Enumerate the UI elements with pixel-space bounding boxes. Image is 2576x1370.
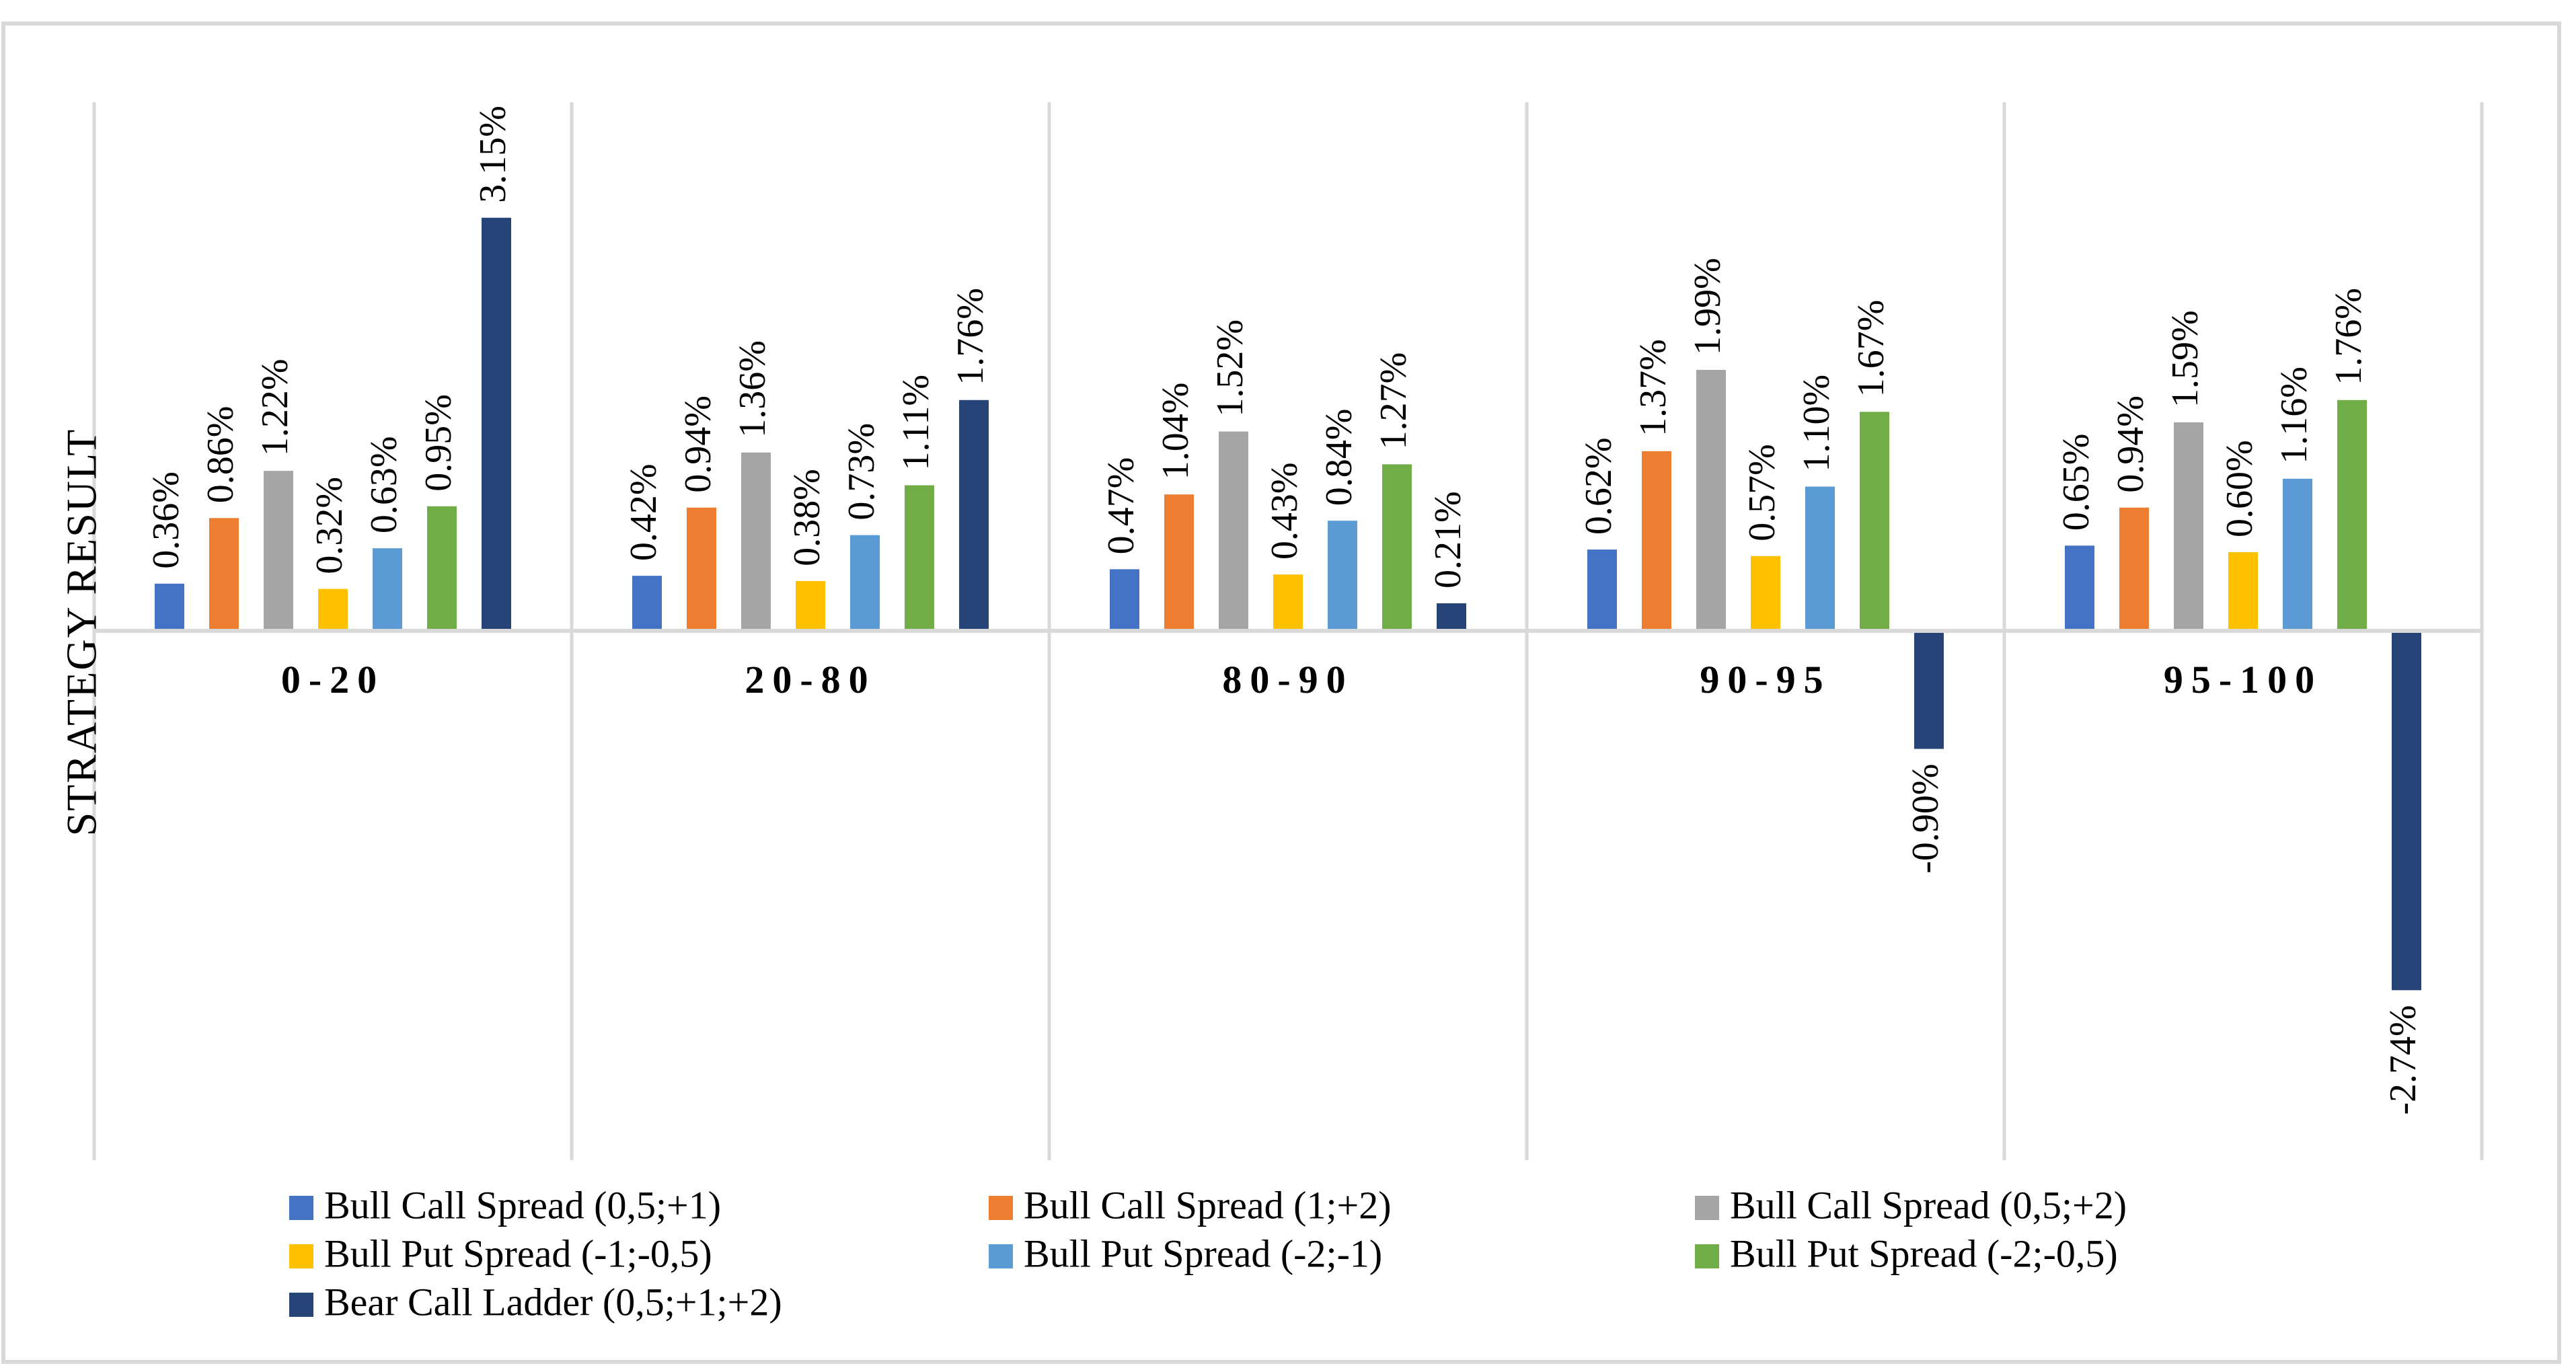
bar-6-80-90 [1382,464,1412,631]
bar-3-80-90 [1219,431,1248,631]
data-label: 0.38% [786,469,828,566]
category-label: 95-100 [2164,658,2322,701]
data-label: 0.60% [2219,440,2261,537]
chart-border [1,22,2561,1364]
data-label: 0.63% [363,436,405,533]
bar-5-95-100 [2283,478,2312,631]
data-label: 0.62% [1578,437,1620,535]
data-label: 0.57% [1741,444,1783,541]
legend-swatch [289,1293,313,1317]
data-label: 0.86% [200,406,241,504]
data-label: -2.74% [2382,1005,2424,1114]
legend-label: Bull Call Spread (1;+2) [1024,1183,1392,1227]
data-label: -0.90% [1905,764,1946,874]
bar-3-0-20 [264,471,293,631]
bar-7-20-80 [959,399,989,631]
legend-swatch [989,1244,1013,1268]
bar-7-90-95 [1914,631,1944,749]
bar-2-90-95 [1642,451,1671,631]
data-label: 1.76% [950,288,991,385]
bar-5-20-80 [850,535,880,631]
legend-label: Bull Call Spread (0,5;+2) [1730,1183,2127,1227]
data-label: 0.42% [623,463,665,561]
data-label: 1.11% [895,375,937,471]
data-label: 0.32% [309,477,350,574]
data-label: 3.15% [472,106,514,203]
data-label: 0.84% [1318,409,1360,506]
bar-6-20-80 [905,485,934,631]
bar-7-80-90 [1437,603,1466,631]
data-label: 1.76% [2328,288,2370,385]
legend-label: Bear Call Ladder (0,5;+1;+2) [324,1280,782,1324]
bar-1-95-100 [2065,545,2094,631]
data-label: 0.95% [418,394,459,492]
legend-label: Bull Put Spread (-2;-0,5) [1730,1231,2118,1275]
bar-3-95-100 [2174,422,2203,631]
category-label: 20-80 [745,658,876,701]
data-label: 1.04% [1155,383,1197,480]
legend-swatch [289,1196,313,1220]
data-label: 0.36% [145,471,187,569]
data-label: 1.36% [732,340,773,438]
data-label: 0.47% [1100,457,1142,555]
category-label: 80-90 [1222,658,1353,701]
bar-3-20-80 [741,452,771,631]
data-label: 1.52% [1209,319,1251,417]
data-label: 0.43% [1264,462,1305,560]
data-label: 1.99% [1687,258,1729,355]
bar-3-90-95 [1696,369,1726,631]
bar-2-95-100 [2119,507,2149,631]
bar-2-0-20 [209,518,239,631]
category-label: 0-20 [281,658,385,701]
bar-4-95-100 [2228,552,2258,631]
bar-4-90-95 [1751,556,1780,631]
data-label: 1.22% [254,358,296,456]
bars [155,217,2421,991]
bar-7-0-20 [482,217,511,631]
bar-5-90-95 [1805,486,1835,631]
legend-label: Bull Call Spread (0,5;+1) [324,1183,721,1227]
bar-2-80-90 [1164,494,1194,631]
data-label: 1.59% [2164,310,2206,408]
legend-swatch [289,1244,313,1268]
legend: Bull Call Spread (0,5;+1) Bull Call Sprea… [289,1183,2127,1324]
legend-swatch [989,1196,1013,1220]
bar-1-80-90 [1110,569,1139,631]
data-label: 0.94% [677,395,719,493]
y-axis-title: STRATEGY RESULT [58,428,106,837]
data-label: 0.65% [2055,434,2097,531]
bar-6-95-100 [2337,399,2367,631]
data-label: 1.27% [1373,352,1414,450]
data-label: 1.10% [1796,375,1838,472]
data-label: 1.67% [1850,300,1892,397]
bar-5-80-90 [1328,521,1357,631]
bar-1-90-95 [1587,549,1617,631]
bar-6-0-20 [427,506,457,631]
data-label: 0.21% [1427,491,1469,588]
data-label: 0.73% [841,423,882,521]
bar-6-90-95 [1860,412,1889,631]
bar-1-0-20 [155,583,184,631]
data-label: 1.16% [2273,367,2315,464]
category-labels: 0-20 20-80 80-90 90-95 95-100 [281,658,2322,701]
bar-4-20-80 [796,580,825,631]
legend-label: Bull Put Spread (-2;-1) [1024,1231,1382,1275]
bar-2-20-80 [687,507,716,631]
bar-7-95-100 [2392,631,2421,991]
bar-5-0-20 [373,548,402,631]
legend-swatch [1695,1196,1719,1220]
data-label: 0.94% [2110,395,2152,493]
bar-1-20-80 [632,576,662,631]
legend-swatch [1695,1244,1719,1268]
bar-4-80-90 [1273,574,1303,631]
legend-label: Bull Put Spread (-1;-0,5) [324,1231,712,1275]
data-labels: 0.36% 0.86% 1.22% 0.32% 0.63% 0.95% 3.15% 0.42%… [145,106,2424,1115]
data-label: 1.37% [1632,339,1674,436]
bar-4-0-20 [318,588,348,631]
category-label: 90-95 [1700,658,1831,701]
